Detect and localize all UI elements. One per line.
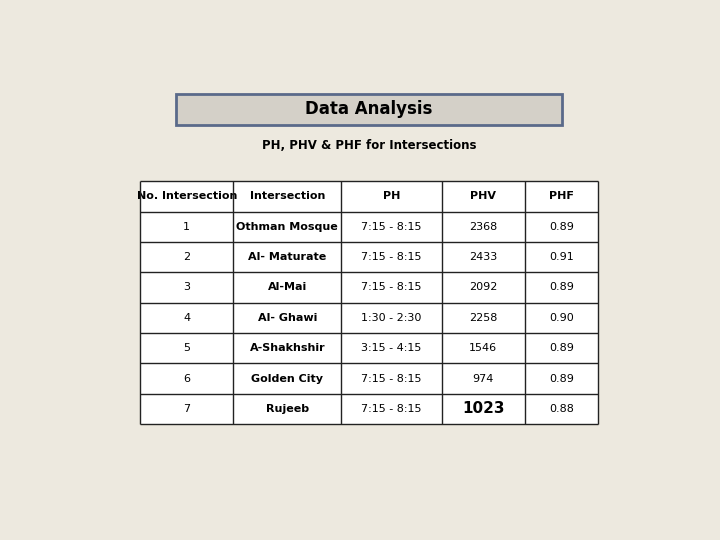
Text: 0.89: 0.89 [549,343,574,353]
Text: 5: 5 [183,343,190,353]
Text: Golden City: Golden City [251,374,323,383]
Text: 1:30 - 2:30: 1:30 - 2:30 [361,313,422,323]
Text: Intersection: Intersection [250,191,325,201]
Text: 7:15 - 8:15: 7:15 - 8:15 [361,374,422,383]
Text: 1023: 1023 [462,401,505,416]
Text: 0.89: 0.89 [549,282,574,293]
Text: 0.89: 0.89 [549,222,574,232]
Text: 2092: 2092 [469,282,498,293]
Text: 2: 2 [183,252,190,262]
Text: 0.89: 0.89 [549,374,574,383]
Text: 1: 1 [183,222,190,232]
Text: 7:15 - 8:15: 7:15 - 8:15 [361,222,422,232]
Text: 974: 974 [473,374,494,383]
Text: Al- Ghawi: Al- Ghawi [258,313,317,323]
Text: 0.91: 0.91 [549,252,574,262]
Text: 7:15 - 8:15: 7:15 - 8:15 [361,404,422,414]
Text: Othman Mosque: Othman Mosque [236,222,338,232]
Text: 0.90: 0.90 [549,313,574,323]
Text: 2258: 2258 [469,313,498,323]
Text: 7:15 - 8:15: 7:15 - 8:15 [361,252,422,262]
Text: No. Intersection: No. Intersection [137,191,237,201]
Text: Al- Maturate: Al- Maturate [248,252,326,262]
Text: A-Shakhshir: A-Shakhshir [250,343,325,353]
Text: PHF: PHF [549,191,574,201]
Text: 7:15 - 8:15: 7:15 - 8:15 [361,282,422,293]
Text: 7: 7 [183,404,190,414]
Text: 6: 6 [183,374,190,383]
Bar [140,181,598,424]
Text: 4: 4 [183,313,190,323]
Text: Data Analysis: Data Analysis [305,100,433,118]
Text: 3: 3 [183,282,190,293]
Text: 0.88: 0.88 [549,404,574,414]
FancyBboxPatch shape [176,94,562,125]
Text: 1546: 1546 [469,343,498,353]
Text: 2433: 2433 [469,252,498,262]
Text: PH: PH [383,191,400,201]
Text: Rujeeb: Rujeeb [266,404,309,414]
Text: Al-Mai: Al-Mai [268,282,307,293]
Text: PH, PHV & PHF for Intersections: PH, PHV & PHF for Intersections [262,139,476,152]
Text: PHV: PHV [470,191,496,201]
Text: 2368: 2368 [469,222,498,232]
Text: 3:15 - 4:15: 3:15 - 4:15 [361,343,422,353]
